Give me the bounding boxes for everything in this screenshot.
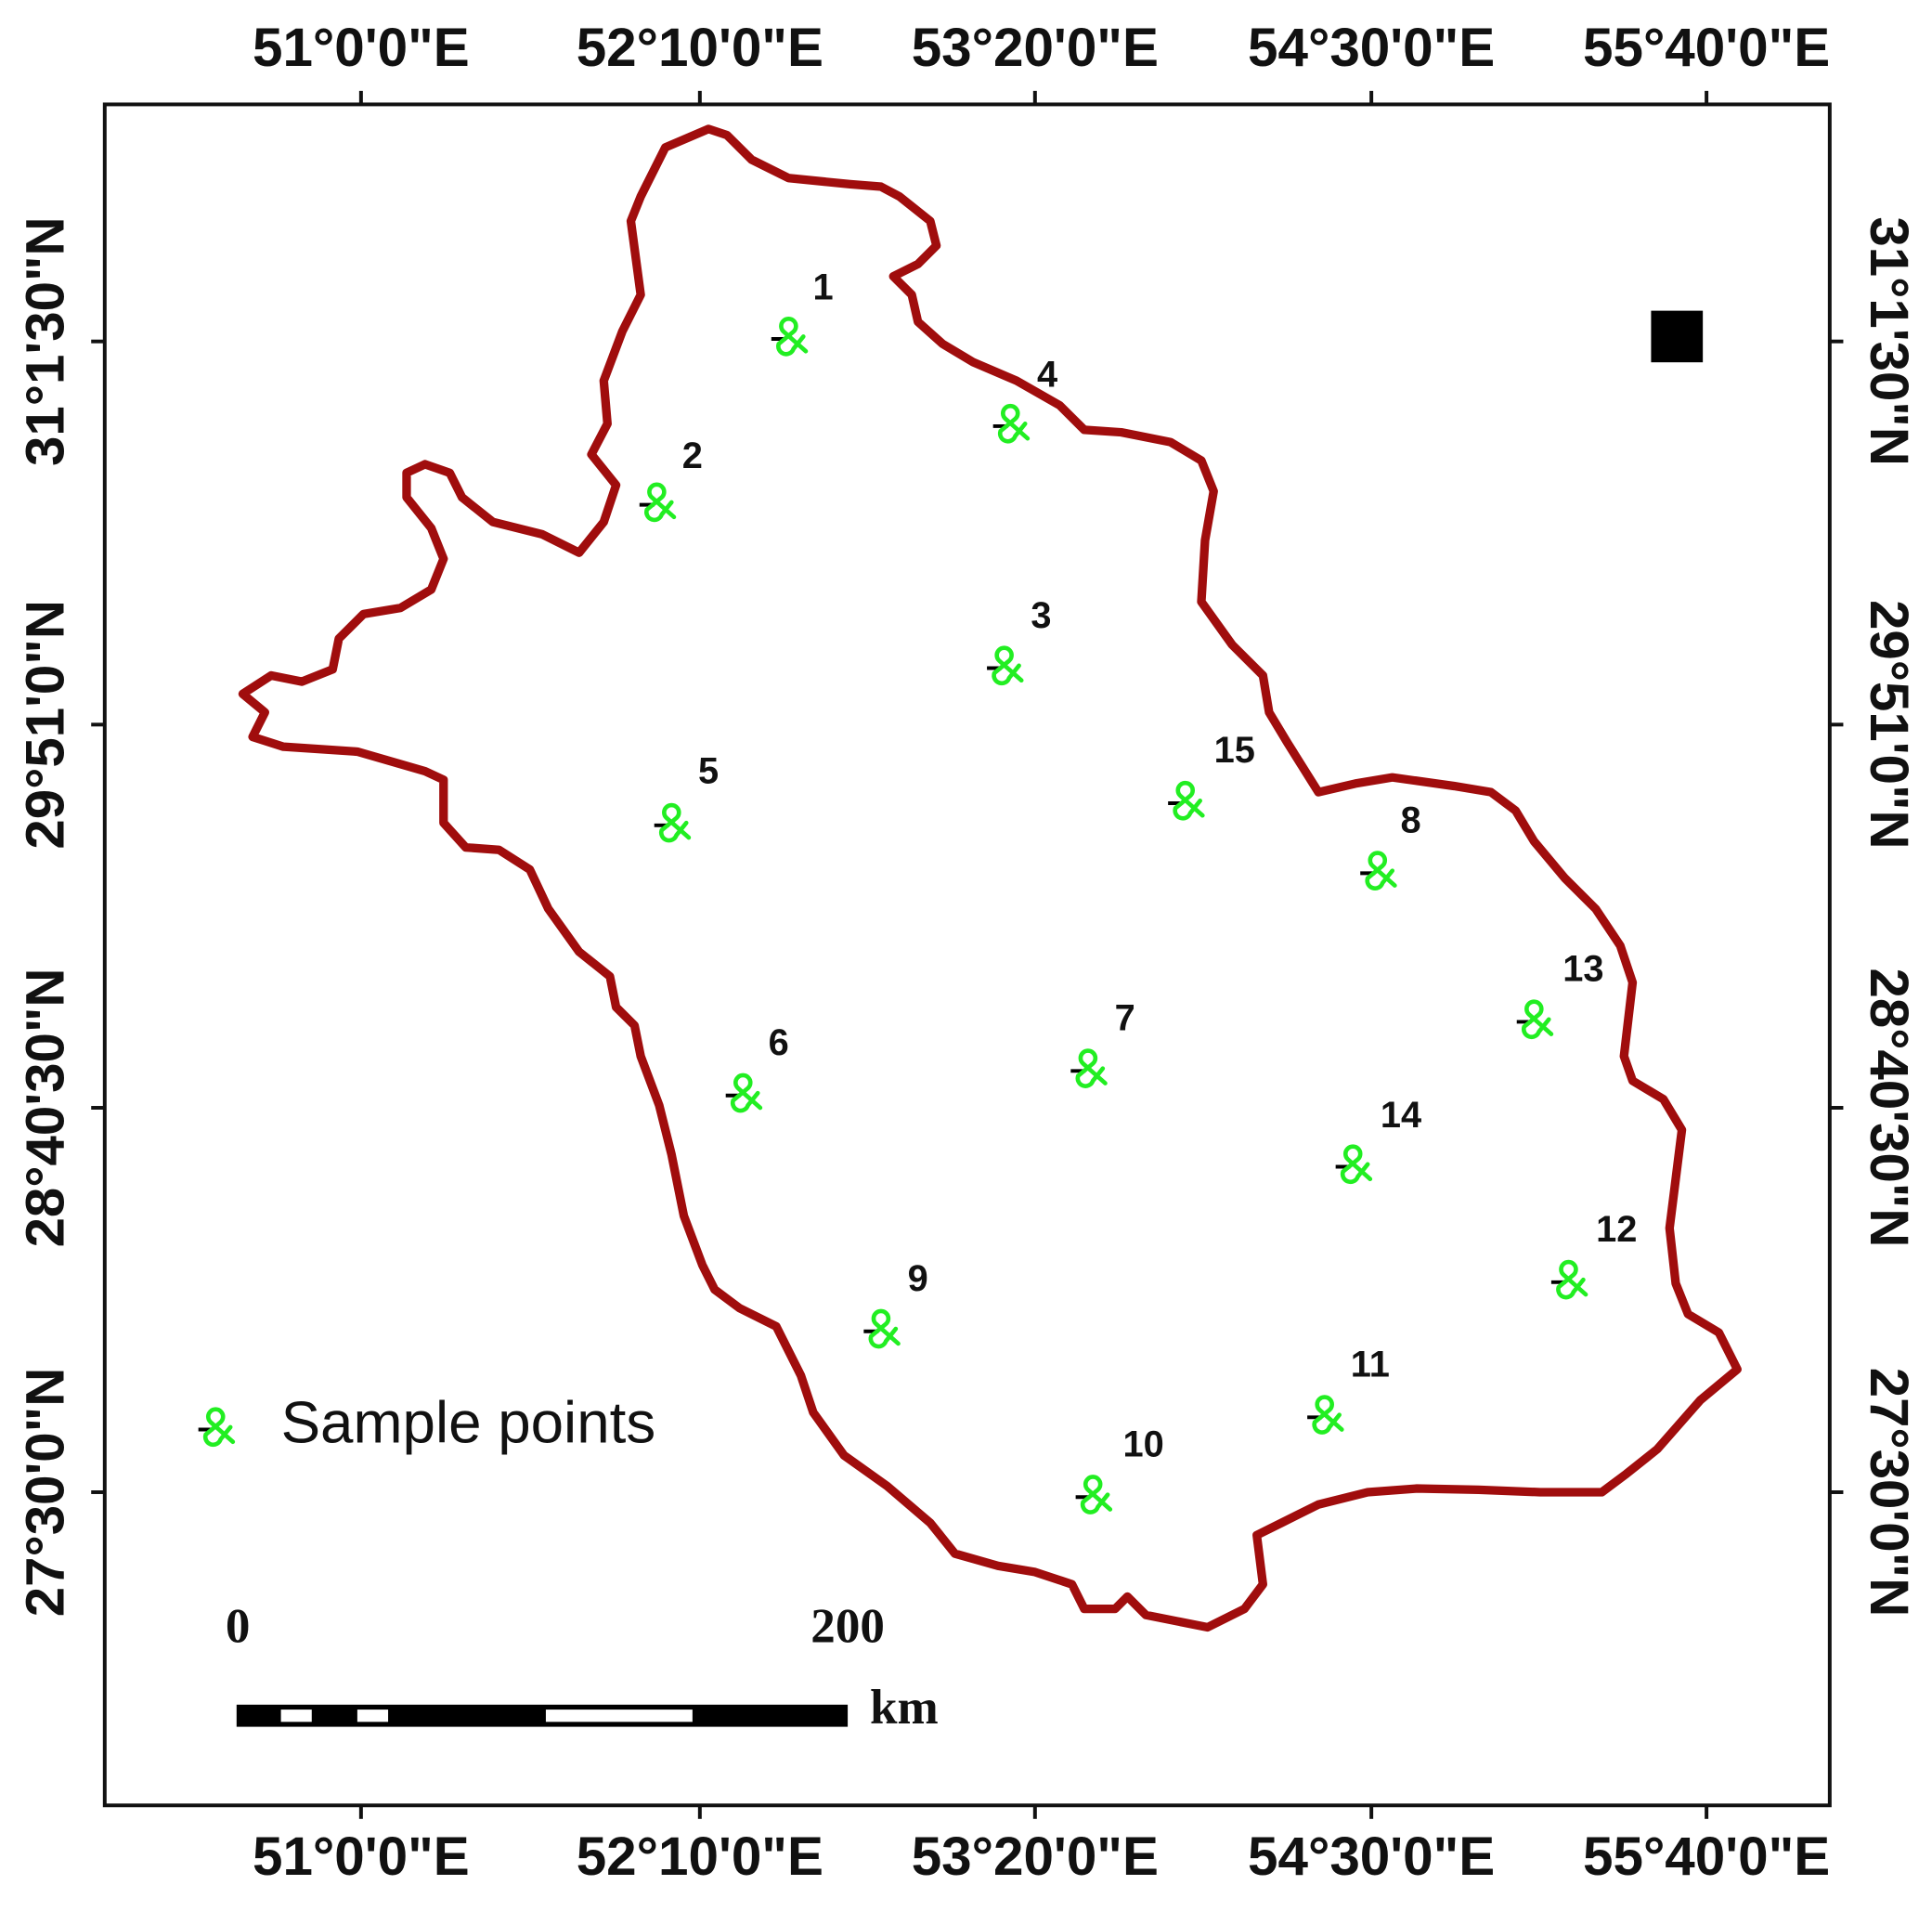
symbol-glyph bbox=[1173, 780, 1205, 821]
sample-point bbox=[1168, 780, 1205, 821]
longitude-label: 51°0'0"E bbox=[253, 1826, 470, 1887]
symbol-glyph bbox=[644, 482, 677, 523]
latitude-label: 29°51'0"N bbox=[15, 600, 75, 850]
longitude-label: 52°10'0"E bbox=[577, 1826, 823, 1887]
marker-square bbox=[1651, 310, 1704, 363]
sample-point-label: 4 bbox=[1037, 355, 1057, 396]
longitude-label: 55°40'0"E bbox=[1583, 1826, 1830, 1887]
scale-unit: km bbox=[870, 1681, 939, 1735]
scale-bar-segment bbox=[545, 1710, 693, 1722]
sample-point bbox=[1550, 1259, 1588, 1300]
legend-symbol bbox=[198, 1407, 236, 1448]
sample-point bbox=[654, 802, 692, 843]
sample-point bbox=[1360, 851, 1397, 890]
symbol-glyph bbox=[1340, 1144, 1373, 1185]
symbol-glyph bbox=[1365, 851, 1397, 890]
sample-point-label: 14 bbox=[1381, 1095, 1421, 1136]
symbol-glyph bbox=[1556, 1259, 1588, 1300]
latitude-label: 28°40'30"N bbox=[15, 968, 75, 1248]
sample-point-label: 7 bbox=[1115, 998, 1135, 1039]
scale-start: 0 bbox=[226, 1600, 251, 1654]
longitude-label: 54°30'0"E bbox=[1248, 1826, 1495, 1887]
scale-bar-segment bbox=[280, 1710, 312, 1722]
sample-point-label: 5 bbox=[698, 751, 719, 792]
sample-point-label: 11 bbox=[1351, 1345, 1390, 1385]
sample-point bbox=[639, 482, 677, 523]
symbol-glyph bbox=[1075, 1048, 1108, 1088]
sample-point bbox=[1516, 999, 1554, 1039]
sample-point-label: 8 bbox=[1401, 800, 1421, 841]
latitude-label: 27°30'0"N bbox=[15, 1368, 75, 1618]
scale-bar-segment bbox=[357, 1710, 389, 1722]
symbol-glyph bbox=[202, 1407, 236, 1448]
sample-point bbox=[725, 1072, 763, 1113]
sample-point-label: 13 bbox=[1562, 949, 1603, 990]
symbol-glyph bbox=[997, 403, 1031, 444]
sample-point bbox=[1335, 1144, 1373, 1185]
sample-point bbox=[863, 1308, 901, 1349]
symbol-glyph bbox=[992, 645, 1024, 686]
sample-point bbox=[1075, 1475, 1113, 1514]
latitude-label: 31°1'30"N bbox=[1859, 216, 1919, 466]
symbol-glyph bbox=[658, 802, 692, 843]
sample-point-label: 3 bbox=[1031, 595, 1051, 636]
symbol-glyph bbox=[730, 1072, 763, 1113]
study-area-boundary bbox=[238, 124, 1742, 1632]
sample-point bbox=[771, 317, 809, 357]
sample-point bbox=[992, 403, 1031, 444]
symbol-glyph bbox=[1312, 1395, 1344, 1435]
sample-point-label: 12 bbox=[1596, 1209, 1637, 1250]
latitude-label: 29°51'0"N bbox=[1859, 600, 1919, 850]
symbol-glyph bbox=[1521, 999, 1554, 1039]
longitude-label: 53°20'0"E bbox=[912, 18, 1159, 78]
sample-point-label: 15 bbox=[1214, 730, 1255, 771]
symbol-glyph bbox=[776, 317, 809, 357]
sample-point bbox=[1307, 1395, 1344, 1435]
scale-end: 200 bbox=[810, 1600, 885, 1654]
legend-label: Sample points bbox=[281, 1390, 656, 1456]
latitude-label: 31°1'30"N bbox=[15, 216, 75, 466]
longitude-label: 54°30'0"E bbox=[1248, 18, 1495, 78]
longitude-label: 55°40'0"E bbox=[1583, 18, 1830, 78]
latitude-label: 27°30'0"N bbox=[1859, 1368, 1919, 1618]
longitude-label: 51°0'0"E bbox=[253, 18, 470, 78]
sample-point-label: 2 bbox=[682, 436, 703, 476]
sample-point-label: 6 bbox=[769, 1022, 789, 1063]
map-frame bbox=[102, 102, 1832, 1808]
sample-point-label: 9 bbox=[908, 1258, 928, 1299]
latitude-label: 28°40'30"N bbox=[1859, 968, 1919, 1248]
sample-point-label: 10 bbox=[1122, 1424, 1163, 1465]
sample-point bbox=[987, 645, 1024, 686]
longitude-label: 53°20'0"E bbox=[912, 1826, 1159, 1887]
sample-point bbox=[1070, 1048, 1108, 1088]
symbol-glyph bbox=[868, 1308, 901, 1349]
symbol-glyph bbox=[1080, 1475, 1113, 1514]
scale-bar bbox=[236, 1704, 849, 1727]
longitude-label: 52°10'0"E bbox=[577, 18, 823, 78]
sample-point-label: 1 bbox=[812, 267, 833, 308]
